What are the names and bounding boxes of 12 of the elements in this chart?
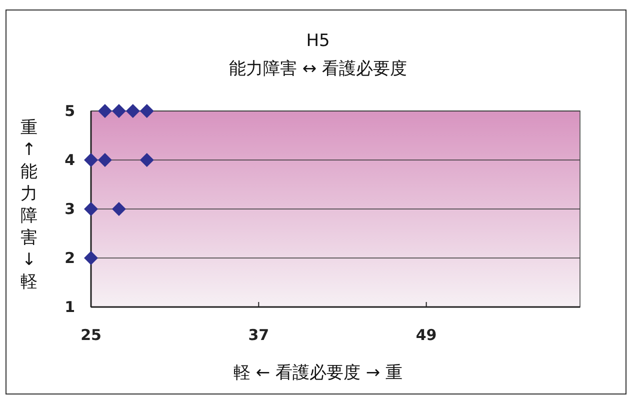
y-tick-label: 1 [64, 298, 75, 316]
y-tick-label: 2 [64, 249, 75, 267]
y-tick-label: 5 [64, 102, 75, 120]
x-tick-label: 49 [416, 326, 437, 344]
x-axis-title: 軽 ← 看護必要度 → 重 [233, 363, 403, 383]
chart-title: H5 [306, 31, 330, 51]
y-axis-title: 重↑能力障害↓軽 [20, 118, 38, 292]
chart-subtitle: 能力障害 ↔ 看護必要度 [228, 59, 408, 79]
y-tick-label: 4 [64, 151, 75, 169]
y-tick-label: 3 [64, 200, 75, 218]
x-tick-label: 37 [248, 326, 270, 344]
x-tick-label: 25 [80, 326, 102, 344]
